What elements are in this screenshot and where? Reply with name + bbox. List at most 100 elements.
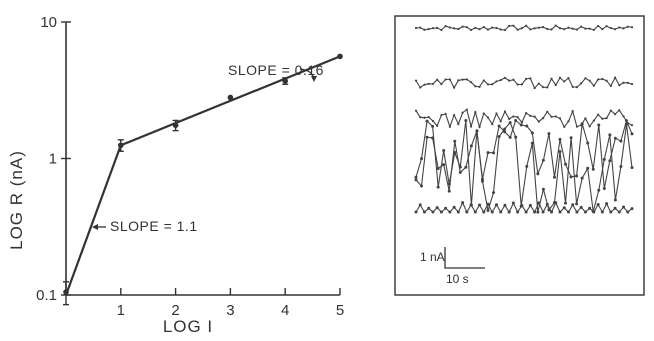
trace-sample: [423, 83, 426, 86]
trace-sample: [458, 170, 462, 174]
trace-sample: [588, 79, 591, 82]
trace-sample: [414, 210, 418, 214]
trace-sample: [592, 210, 596, 214]
trace-sample: [503, 28, 507, 32]
trace-sample: [480, 179, 484, 183]
trace-line: [415, 24, 633, 31]
trace-sample: [597, 188, 601, 192]
trace-sample: [516, 28, 519, 31]
trace-sample: [597, 24, 600, 28]
trace-sample: [605, 79, 608, 82]
trace-sample: [474, 85, 477, 88]
trace-sample: [492, 151, 496, 155]
trace-sample: [486, 209, 490, 213]
left-plot: LOG R (nA) LOG I 0.1 1 10 1 2 3 4 5 SLOPE = 0.…: [7, 14, 344, 336]
trace-sample: [461, 201, 465, 205]
trace: [414, 119, 634, 214]
trace-sample: [558, 27, 562, 30]
trace-sample: [511, 201, 515, 205]
trace-sample: [465, 78, 468, 81]
trace-sample: [567, 26, 570, 29]
trace-sample: [507, 210, 511, 214]
trace-sample: [554, 201, 558, 205]
trace-sample: [442, 149, 446, 153]
annotation-slope-lower: SLOPE = 1.1: [110, 218, 198, 234]
trace-sample: [422, 210, 426, 214]
trace-sample: [414, 26, 418, 30]
data-point: [172, 122, 179, 129]
trace-sample: [465, 210, 469, 214]
trace-sample: [533, 210, 537, 214]
trace-sample: [419, 116, 422, 119]
trace-sample: [552, 175, 556, 179]
y-tick-label: 10: [40, 14, 57, 31]
trace-sample: [427, 115, 430, 119]
trace-sample: [453, 27, 456, 30]
trace-sample: [508, 121, 512, 125]
trace-sample: [440, 113, 443, 117]
trace-sample: [453, 150, 457, 154]
trace-sample: [566, 210, 570, 214]
trace-sample: [584, 117, 587, 120]
x-ticks: 1 2 3 4 5: [117, 288, 344, 319]
trace-sample: [448, 78, 451, 81]
trace-sample: [497, 135, 501, 139]
trace-sample: [436, 26, 439, 30]
trace-sample: [512, 115, 515, 118]
trace-sample: [617, 210, 621, 214]
trace-sample: [520, 203, 524, 207]
scale-bar-x-label: 10 s: [446, 272, 469, 286]
fit-lines: [64, 55, 341, 296]
trace-sample: [529, 114, 532, 117]
trace-sample: [524, 210, 528, 214]
trace-sample: [554, 83, 557, 87]
trace-sample: [533, 86, 536, 90]
trace-sample: [586, 141, 590, 145]
trace-sample: [497, 124, 501, 128]
trace-sample: [453, 113, 456, 117]
trace-sample: [469, 28, 473, 32]
trace-sample: [613, 198, 617, 202]
trace-sample: [583, 210, 587, 214]
current-traces: [414, 24, 634, 214]
trace-sample: [503, 203, 507, 207]
trace-sample: [491, 26, 494, 29]
trace-sample: [564, 162, 568, 166]
trace-sample: [425, 119, 429, 123]
trace-sample: [414, 109, 418, 112]
x-tick-label: 5: [336, 302, 344, 319]
trace-sample: [601, 28, 604, 31]
trace-sample: [545, 202, 549, 206]
trace-sample: [571, 203, 575, 207]
annotation-slope-upper: SLOPE = 0.16: [228, 62, 324, 78]
trace: [414, 76, 634, 90]
trace-line: [415, 201, 633, 214]
trace-sample: [613, 136, 617, 140]
trace-sample: [420, 184, 424, 188]
trace-sample: [447, 182, 451, 186]
trace-sample: [580, 25, 583, 28]
trace-sample: [486, 116, 490, 119]
trace-sample: [591, 167, 595, 171]
trace-sample: [608, 133, 612, 137]
data-point: [118, 142, 124, 149]
x-axis-label: LOG I: [163, 317, 213, 336]
trace-sample: [414, 79, 418, 82]
trace-sample: [439, 210, 443, 214]
trace-sample: [495, 26, 498, 30]
trace-sample: [478, 125, 481, 129]
trace-sample: [605, 25, 608, 28]
trace-sample: [442, 163, 446, 167]
trace-sample: [584, 27, 587, 30]
trace-sample: [569, 175, 573, 179]
trace-sample: [474, 111, 477, 114]
trace-sample: [537, 82, 540, 85]
annotation-arrowhead-upper: [311, 76, 317, 82]
trace-sample: [622, 27, 625, 30]
trace-sample: [563, 125, 566, 128]
trace-sample: [563, 28, 566, 31]
trace-sample: [608, 159, 612, 163]
trace-sample: [541, 187, 545, 191]
trace-sample: [514, 135, 518, 139]
